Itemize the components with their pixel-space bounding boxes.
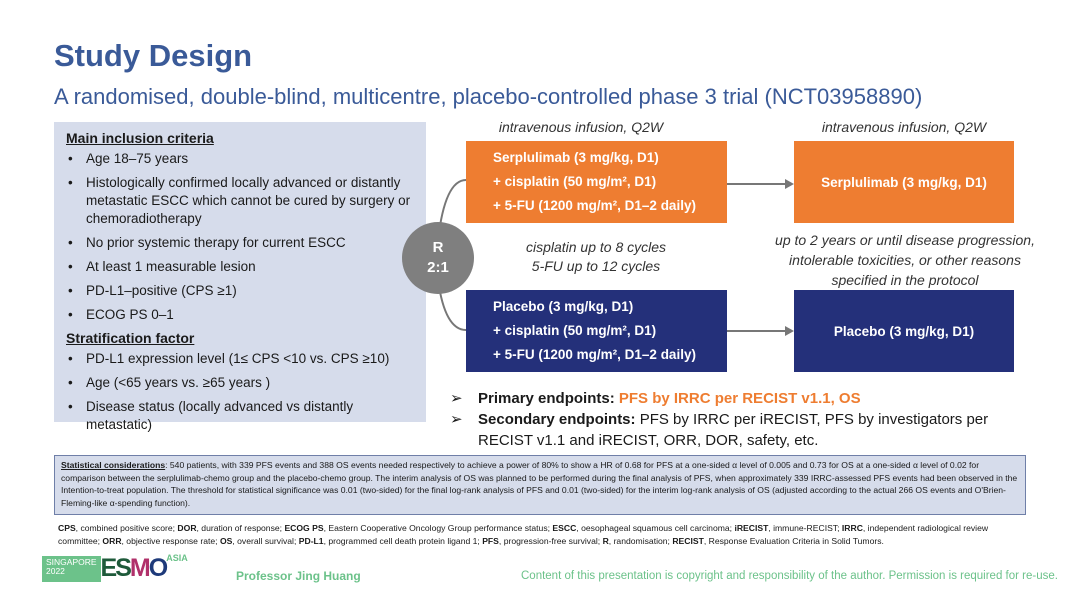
primary-label: Primary endpoints: — [478, 390, 615, 407]
abbr-definition: , Response Evaluation Criteria in Solid … — [703, 536, 884, 546]
criteria-item: No prior systemic therapy for current ES… — [66, 234, 414, 252]
abbr-term: ESCC — [552, 523, 577, 533]
arrow-bullet-icon: ➢ — [450, 411, 463, 428]
presenter-name: Professor Jing Huang — [236, 569, 361, 583]
abbr-definition: , programmed cell death protein ligand 1… — [323, 536, 483, 546]
criteria-item: Disease status (locally advanced vs dist… — [66, 398, 414, 434]
abbr-term: RECIST — [672, 536, 704, 546]
abbr-definition: , immune-RECIST; — [768, 523, 842, 533]
abbr-definition: , randomisation; — [608, 536, 673, 546]
arm1-maintenance: Serplulimab (3 mg/kg, D1) — [821, 174, 987, 190]
abbr-term: ORR — [102, 536, 122, 546]
abbr-term: PFS — [482, 536, 499, 546]
arm1-line: + cisplatin (50 mg/m², D1) — [493, 174, 657, 189]
abbr-definition: , combined positive score; — [75, 523, 178, 533]
cycles-line: cisplatin up to 8 cycles — [525, 239, 667, 255]
abbr-term: OS — [219, 536, 233, 546]
abbr-definition: , Eastern Cooperative Oncology Group per… — [323, 523, 553, 533]
stat-text: : 540 patients, with 339 PFS events and … — [61, 460, 1018, 508]
arm2-line: + 5-FU (1200 mg/m², D1–2 daily) — [493, 347, 696, 362]
abbreviations: CPS, combined positive score; DOR, durat… — [58, 522, 1028, 548]
abbr-definition: , progression-free survival; — [498, 536, 603, 546]
endpoints: ➢ Primary endpoints: PFS by IRRC per RECI… — [450, 388, 1010, 451]
primary-value: PFS by IRRC per RECIST v1.1, OS — [618, 390, 861, 407]
arm1-induction-box: Serplulimab (3 mg/kg, D1) + cisplatin (5… — [466, 141, 727, 223]
abbr-term: PD-L1 — [298, 536, 324, 546]
abbr-term: R — [602, 536, 609, 546]
abbr-term: CPS — [58, 523, 76, 533]
stratification-heading: Stratification factor — [66, 330, 195, 346]
criteria-item: ECOG PS 0–1 — [66, 306, 414, 324]
randomisation-label: R — [432, 239, 444, 256]
criteria-item: Histologically confirmed locally advance… — [66, 174, 414, 228]
abbr-term: ECOG PS — [284, 523, 324, 533]
arm1-line: Serplulimab (3 mg/kg, D1) — [493, 150, 659, 165]
arrow-bullet-icon: ➢ — [450, 390, 463, 407]
secondary-value: PFS by IRRC per iRECIST, PFS by investig… — [478, 411, 989, 449]
secondary-label: Secondary endpoints: — [478, 411, 636, 428]
statistical-considerations: Statistical considerations: 540 patients… — [54, 455, 1026, 515]
arm2-maintenance: Placebo (3 mg/kg, D1) — [833, 323, 975, 339]
criteria-panel: Main inclusion criteria Age 18–75 years H… — [54, 122, 426, 432]
arm2-line: + cisplatin (50 mg/m², D1) — [493, 323, 657, 338]
arm1-maintenance-box: Serplulimab (3 mg/kg, D1) — [794, 141, 1014, 223]
stat-label: Statistical considerations — [61, 460, 166, 470]
randomisation-ratio: 2:1 — [427, 259, 449, 276]
arm2-line: Placebo (3 mg/kg, D1) — [493, 299, 634, 314]
criteria-item: Age 18–75 years — [66, 150, 414, 168]
page-title: Study Design — [54, 38, 253, 73]
abbr-definition: , overall survival; — [232, 536, 299, 546]
inclusion-heading: Main inclusion criteria — [66, 130, 214, 146]
randomisation-circle: R 2:1 — [402, 222, 474, 294]
esmo-asia-logo: SINGAPORE 2022 ESMO ASIA — [42, 553, 188, 583]
page-subtitle: A randomised, double-blind, multicentre,… — [54, 84, 923, 109]
abbr-definition: , oesophageal squamous cell carcinoma; — [576, 523, 735, 533]
cycles-note: cisplatin up to 8 cycles 5-FU up to 12 c… — [496, 238, 696, 276]
secondary-endpoints: ➢ Secondary endpoints: PFS by IRRC per iR… — [450, 409, 1010, 451]
criteria-item: PD-L1–positive (CPS ≥1) — [66, 282, 414, 300]
primary-endpoints: ➢ Primary endpoints: PFS by IRRC per RECI… — [450, 388, 1010, 409]
duration-line: up to 2 years or until disease progressi… — [775, 232, 1035, 248]
abbr-term: IRRC — [841, 523, 863, 533]
copyright-notice: Content of this presentation is copyrigh… — [521, 570, 1058, 582]
cycles-line: 5-FU up to 12 cycles — [531, 258, 661, 274]
abbr-term: iRECIST — [734, 523, 769, 533]
abbr-definition: , duration of response; — [196, 523, 285, 533]
infusion-label-right: intravenous infusion, Q2W — [821, 119, 987, 135]
abbr-definition: , independent radiological review commit… — [58, 523, 989, 546]
arm2-maintenance-box: Placebo (3 mg/kg, D1) — [794, 290, 1014, 372]
arm2-induction-box: Placebo (3 mg/kg, D1) + cisplatin (50 mg… — [466, 290, 727, 372]
duration-line: intolerable toxicities, or other reasons — [789, 252, 1021, 268]
infusion-label-left: intravenous infusion, Q2W — [498, 119, 664, 135]
criteria-item: At least 1 measurable lesion — [66, 258, 414, 276]
duration-line: specified in the protocol — [831, 272, 979, 288]
abbr-term: DOR — [177, 523, 197, 533]
criteria-item: Age (<65 years vs. ≥65 years ) — [66, 374, 414, 392]
arm1-line: + 5-FU (1200 mg/m², D1–2 daily) — [493, 198, 696, 213]
abbr-definition: , objective response rate; — [121, 536, 220, 546]
duration-note: up to 2 years or until disease progressi… — [770, 230, 1040, 290]
criteria-item: PD-L1 expression level (1≤ CPS <10 vs. C… — [66, 350, 414, 368]
